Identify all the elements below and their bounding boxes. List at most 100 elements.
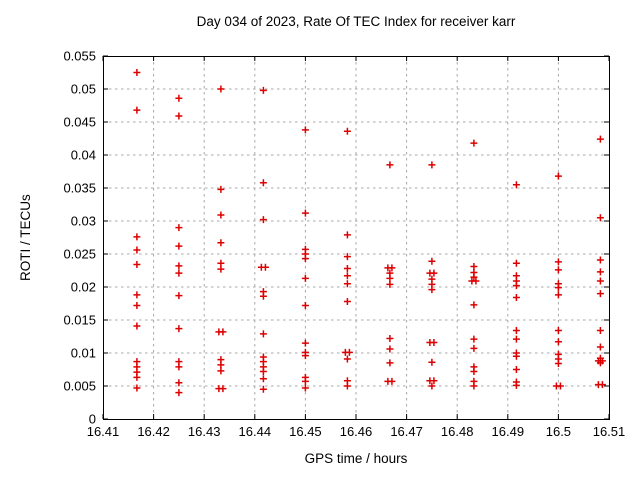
data-point-marker <box>133 246 141 254</box>
data-point-marker <box>596 214 604 222</box>
data-point-marker <box>133 384 141 392</box>
data-point-marker <box>470 139 478 147</box>
data-point-marker <box>133 291 141 299</box>
y-tick-label: 0.035 <box>63 181 96 196</box>
x-tick-label: 16.43 <box>188 424 221 439</box>
data-point-marker <box>345 348 353 356</box>
data-point-marker <box>343 253 351 261</box>
data-point-marker <box>512 352 520 360</box>
data-point-marker <box>596 327 604 335</box>
data-point-marker <box>343 265 351 273</box>
data-point-marker <box>343 355 351 363</box>
y-tick-label: 0.015 <box>63 313 96 328</box>
y-tick-label: 0.03 <box>71 214 96 229</box>
data-point-marker <box>554 284 562 292</box>
data-point-marker <box>428 286 436 294</box>
data-point-marker <box>175 292 183 300</box>
data-point-marker <box>554 360 562 368</box>
data-point-marker <box>217 361 225 369</box>
data-point-marker <box>301 209 309 217</box>
data-point-marker <box>556 382 564 390</box>
data-point-marker <box>133 106 141 114</box>
data-point-marker <box>470 344 478 352</box>
data-point-marker <box>428 382 436 390</box>
data-point-marker <box>470 273 478 281</box>
data-point-marker <box>301 255 309 263</box>
data-point-marker <box>472 277 480 285</box>
data-point-marker <box>259 385 267 393</box>
data-point-marker <box>512 259 520 267</box>
data-point-marker <box>470 263 478 271</box>
data-point-marker <box>175 325 183 333</box>
data-point-marker <box>175 94 183 102</box>
data-point-marker <box>259 216 267 224</box>
data-point-marker <box>217 265 225 273</box>
y-tick-label: 0.005 <box>63 379 96 394</box>
data-point-marker <box>428 257 436 265</box>
data-point-marker <box>554 338 562 346</box>
data-point-marker <box>596 343 604 351</box>
data-point-marker <box>512 335 520 343</box>
data-point-marker <box>175 242 183 250</box>
data-point-marker <box>259 330 267 338</box>
data-point-marker <box>430 338 438 346</box>
data-point-marker <box>259 292 267 300</box>
data-point-marker <box>598 381 606 389</box>
data-point-marker <box>470 301 478 309</box>
data-point-marker <box>301 301 309 309</box>
data-point-marker <box>217 239 225 247</box>
data-point-marker <box>133 373 141 381</box>
data-point-marker <box>259 375 267 383</box>
data-point-marker <box>259 367 267 375</box>
data-point-marker <box>343 127 351 135</box>
data-point-marker <box>261 263 269 271</box>
data-point-marker <box>596 268 604 276</box>
data-point-marker <box>386 280 394 288</box>
data-point-marker <box>301 384 309 392</box>
chart-title: Day 034 of 2023, Rate Of TEC Index for r… <box>196 14 516 29</box>
y-tick-label: 0.01 <box>71 346 96 361</box>
data-point-marker <box>512 381 520 389</box>
data-point-marker <box>428 161 436 169</box>
y-tick-label: 0.055 <box>63 49 96 64</box>
data-point-marker <box>554 266 562 274</box>
data-point-marker <box>470 367 478 375</box>
data-point-marker <box>301 126 309 134</box>
axes-frame <box>102 55 610 420</box>
data-point-marker <box>470 335 478 343</box>
x-tick-label: 16.51 <box>593 424 626 439</box>
data-point-marker <box>512 327 520 335</box>
data-point-marker <box>217 211 225 219</box>
y-tick-label: 0.025 <box>63 247 96 262</box>
x-tick-label: 16.5 <box>546 424 571 439</box>
data-point-marker <box>343 272 351 280</box>
x-tick-label: 16.48 <box>441 424 474 439</box>
data-point-marker <box>133 69 141 76</box>
y-tick-label: 0 <box>89 412 96 427</box>
data-point-marker <box>386 359 394 367</box>
data-point-marker <box>554 172 562 180</box>
data-point-marker <box>554 258 562 266</box>
data-point-marker <box>133 322 141 330</box>
data-point-marker <box>259 179 267 187</box>
data-point-marker <box>388 264 396 272</box>
gridlines <box>103 56 609 419</box>
data-point-marker <box>259 86 267 94</box>
data-point-marker <box>219 328 227 336</box>
data-point-marker <box>301 377 309 385</box>
data-point-marker <box>175 363 183 371</box>
x-tick-label: 16.46 <box>340 424 373 439</box>
data-point-marker <box>175 262 183 270</box>
data-point-marker <box>343 298 351 306</box>
data-point-marker <box>175 269 183 277</box>
x-tick-label: 16.41 <box>87 424 120 439</box>
data-points <box>133 69 606 397</box>
x-tick-label: 16.49 <box>492 424 525 439</box>
data-point-marker <box>301 339 309 347</box>
data-point-marker <box>386 334 394 342</box>
data-point-marker <box>217 185 225 193</box>
data-point-marker <box>175 389 183 397</box>
data-point-marker <box>512 294 520 302</box>
